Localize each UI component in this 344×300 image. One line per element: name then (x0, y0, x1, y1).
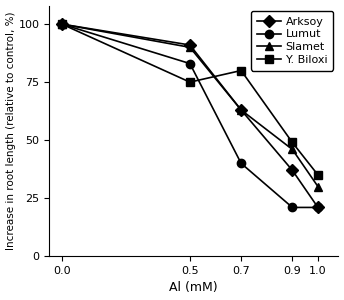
Line: Lumut: Lumut (58, 20, 322, 211)
Line: Arksoy: Arksoy (58, 20, 322, 211)
Y. Biloxi (316, 173, 320, 177)
Y-axis label: Increase in root length (relative to control, %): Increase in root length (relative to con… (6, 12, 15, 250)
Slamet (60, 22, 64, 26)
Arksoy (188, 43, 192, 47)
Y. Biloxi (239, 69, 243, 72)
Line: Slamet: Slamet (58, 20, 322, 191)
Slamet (290, 148, 294, 151)
Slamet (316, 185, 320, 188)
Slamet (239, 108, 243, 112)
Arksoy (60, 22, 64, 26)
X-axis label: Al (mM): Al (mM) (170, 281, 218, 294)
Slamet (188, 46, 192, 49)
Arksoy (316, 206, 320, 209)
Y. Biloxi (60, 22, 64, 26)
Y. Biloxi (290, 141, 294, 144)
Lumut (290, 206, 294, 209)
Lumut (239, 161, 243, 165)
Y. Biloxi (188, 80, 192, 84)
Arksoy (239, 108, 243, 112)
Arksoy (290, 169, 294, 172)
Lumut (188, 62, 192, 65)
Lumut (316, 206, 320, 209)
Lumut (60, 22, 64, 26)
Line: Y. Biloxi: Y. Biloxi (58, 20, 322, 179)
Legend: Arksoy, Lumut, Slamet, Y. Biloxi: Arksoy, Lumut, Slamet, Y. Biloxi (251, 11, 333, 70)
